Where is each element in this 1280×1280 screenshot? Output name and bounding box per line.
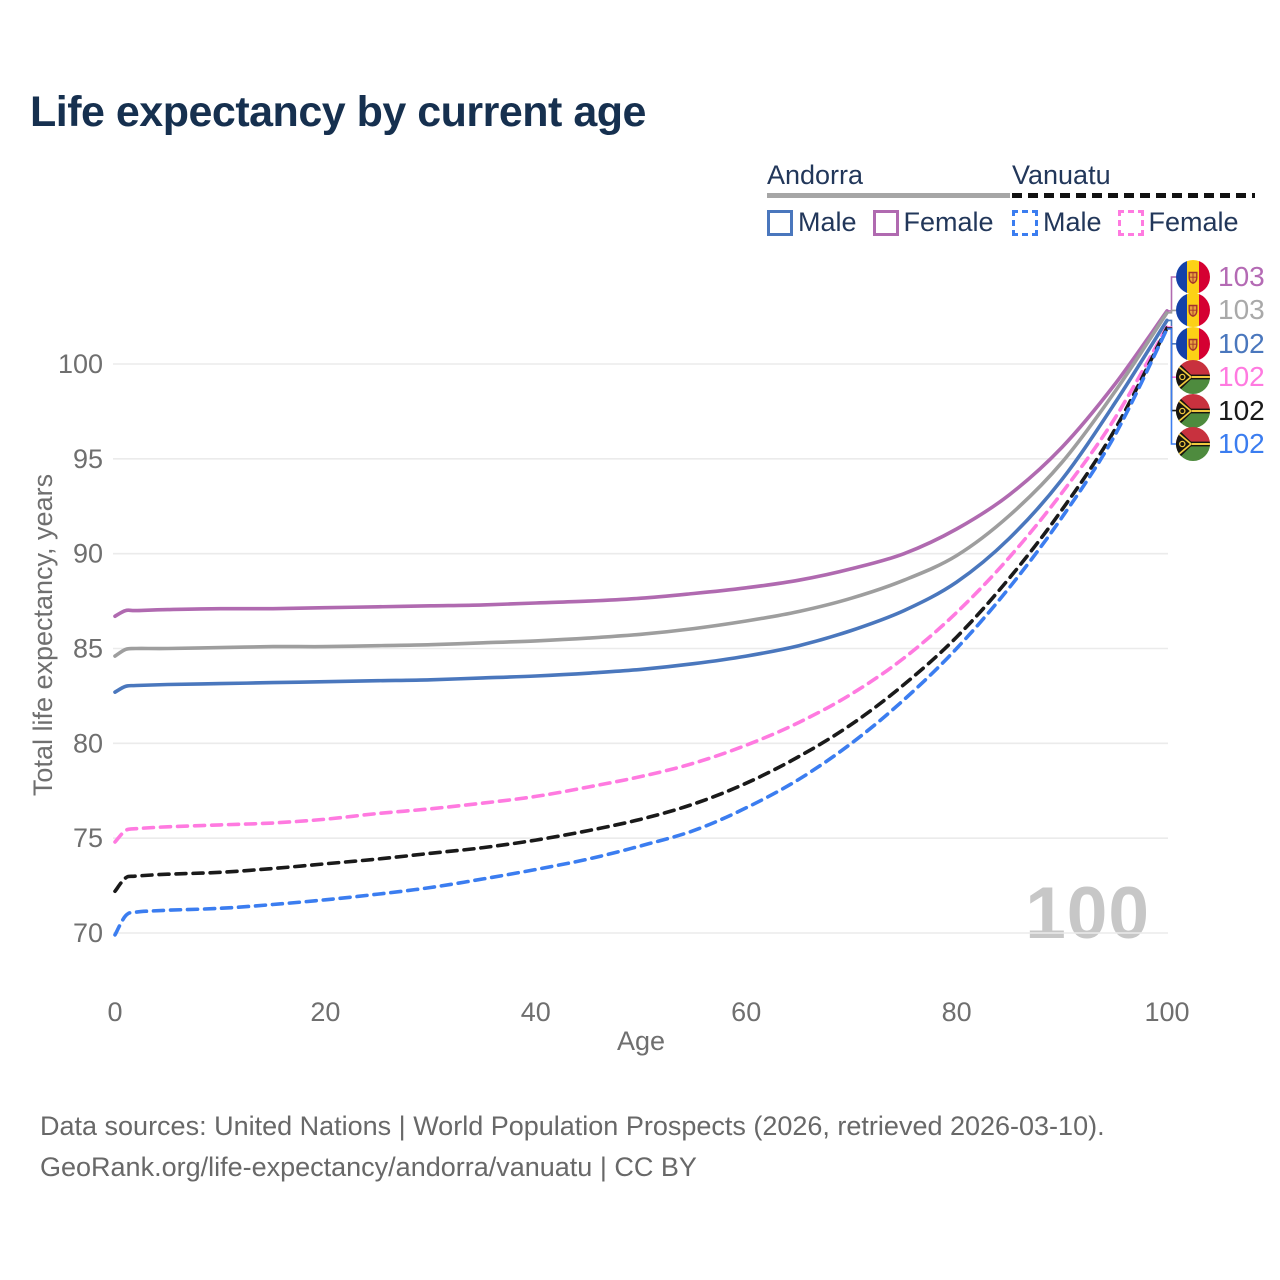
legend-linestyle-andorra (767, 193, 1010, 198)
x-tick-label: 20 (310, 997, 340, 1027)
andorra-flag-icon (1176, 326, 1210, 361)
end-value-label: 103 (1218, 261, 1265, 292)
series-line-vanuatu-male[interactable] (113, 327, 1169, 937)
vanuatu-flag-icon (1176, 360, 1210, 395)
end-value-label: 103 (1218, 294, 1265, 326)
y-tick-label: 70 (73, 918, 103, 948)
y-axis-title: Total life expectancy, years (28, 473, 58, 797)
y-tick-label: 80 (73, 728, 103, 758)
footer-attribution: GeoRank.org/life-expectancy/andorra/vanu… (40, 1152, 697, 1182)
end-label-vanuatu-male: 102 (1176, 427, 1265, 461)
footer: Data sources: United Nations | World Pop… (40, 1106, 1105, 1188)
x-tick-label: 80 (942, 997, 972, 1027)
end-connector (1167, 309, 1176, 314)
y-tick-label: 75 (73, 823, 103, 853)
page-title: Life expectancy by current age (30, 88, 646, 136)
legend-label-andorra-male: Male (798, 207, 857, 237)
legend-linestyle-vanuatu (1012, 193, 1255, 198)
series-line-vanuatu-female[interactable] (113, 325, 1169, 844)
vanuatu-flag-icon (1176, 393, 1210, 428)
y-tick-label: 85 (73, 633, 103, 663)
end-label-andorra-total: 103 (1176, 293, 1265, 328)
footer-data-sources: Data sources: United Nations | World Pop… (40, 1111, 1105, 1141)
end-value-label: 102 (1218, 394, 1265, 426)
series-line-andorra-total[interactable] (113, 311, 1169, 658)
y-tick-label: 90 (73, 539, 103, 569)
x-tick-label: 40 (521, 997, 551, 1027)
andorra-flag-icon (1176, 293, 1210, 328)
y-tick-label: 95 (73, 444, 103, 474)
end-value-label: 102 (1218, 327, 1265, 359)
x-tick-label: 60 (731, 997, 761, 1027)
series-line-vanuatu-total[interactable] (113, 326, 1169, 894)
series-line-andorra-male[interactable] (113, 318, 1169, 694)
legend-label-vanuatu-male: Male (1043, 207, 1102, 237)
end-label-vanuatu-total: 102 (1176, 393, 1265, 428)
x-tick-label: 100 (1144, 997, 1189, 1027)
end-label-vanuatu-female: 102 (1176, 360, 1265, 395)
legend-checkbox-vanuatu-male[interactable] (1012, 209, 1038, 236)
current-age-watermark: 100 (1025, 873, 1150, 954)
x-tick-label: 0 (107, 997, 122, 1027)
end-value-label: 102 (1218, 428, 1265, 459)
andorra-flag-icon (1176, 260, 1210, 294)
end-connector (1167, 276, 1176, 312)
end-label-andorra-male: 102 (1176, 326, 1265, 361)
y-tick-label: 100 (58, 349, 103, 379)
series-line-andorra-female[interactable] (113, 309, 1169, 619)
end-connector (1167, 328, 1176, 445)
legend-group-vanuatu: Vanuatu Male Female (1012, 161, 1255, 238)
legend-checkbox-andorra-male[interactable] (767, 209, 793, 236)
legend-label-andorra-female: Female (903, 207, 994, 237)
legend-checkbox-vanuatu-female[interactable] (1117, 209, 1144, 236)
legend-country-vanuatu: Vanuatu (1012, 160, 1111, 190)
end-label-andorra-female: 103 (1176, 260, 1265, 294)
x-axis-title: Age (616, 1026, 666, 1056)
legend-label-vanuatu-female: Female (1148, 207, 1239, 237)
end-value-label: 102 (1218, 361, 1265, 393)
legend-group-andorra: Andorra Male Female (767, 161, 1010, 238)
legend-checkbox-andorra-female[interactable] (872, 209, 899, 236)
vanuatu-flag-icon (1176, 427, 1210, 461)
legend-country-andorra: Andorra (767, 160, 864, 190)
